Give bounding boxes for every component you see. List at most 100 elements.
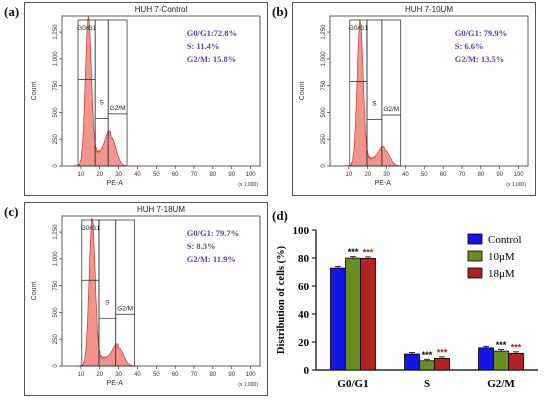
x-tick-label: 60 xyxy=(440,172,447,178)
x-tick-label: 10 xyxy=(78,172,85,178)
legend-label: 18μM xyxy=(488,268,515,280)
x-tick-label: 30 xyxy=(115,372,122,378)
y-tick-label: 1,250 xyxy=(321,24,327,40)
significance-marker: *** xyxy=(363,247,374,257)
bar xyxy=(478,347,494,371)
histogram-panel-a: HUH 7-Control 0 250 500 750 1,000 1,250 Count 10… xyxy=(24,2,268,196)
x-scale-note: (x 1,000) xyxy=(238,182,258,188)
y-tick-label: 80 xyxy=(298,253,310,265)
x-tick-label: 90 xyxy=(228,172,235,178)
phase-stat: G2/M: 13.5% xyxy=(455,54,505,64)
phase-stat: S: 11.4% xyxy=(187,41,220,51)
gate-g2m xyxy=(115,219,135,367)
histogram-title: HUH 7-Control xyxy=(135,5,188,14)
gate-label-s: S xyxy=(100,99,105,106)
x-axis-label: PE-A xyxy=(107,180,124,187)
y-tick-label: 500 xyxy=(53,107,59,118)
x-tick-label: 10 xyxy=(346,172,353,178)
x-tick-label: 90 xyxy=(228,372,235,378)
y-tick-label: 0 xyxy=(53,164,59,168)
x-tick-label: 70 xyxy=(191,372,198,378)
y-tick-label: 250 xyxy=(53,134,59,145)
y-tick-label: 100 xyxy=(293,225,310,237)
x-tick-label: 100 xyxy=(514,172,525,178)
panel-label-c: (c) xyxy=(4,204,19,219)
legend-label: 10μM xyxy=(488,251,515,263)
y-tick-label: 1,000 xyxy=(53,51,59,67)
y-tick-label: 750 xyxy=(321,80,327,91)
phase-stat: G2/M: 15.8% xyxy=(187,54,237,64)
y-tick-label: 60 xyxy=(298,281,310,293)
histogram-curve xyxy=(72,15,138,167)
histogram-panel-c: HUH 7-18UM 0 250 500 750 1,000 1,250 Count 10 20 3… xyxy=(24,202,268,396)
x-tick-label: 70 xyxy=(459,172,466,178)
y-tick-label: 0 xyxy=(53,364,59,368)
x-tick-label: 70 xyxy=(191,172,198,178)
panel-label-d: (d) xyxy=(272,208,288,223)
x-tick-label: 40 xyxy=(402,172,409,178)
x-axis-label: PE-A xyxy=(375,180,392,187)
y-tick-label: 1,250 xyxy=(53,224,59,240)
x-tick-label: 60 xyxy=(172,172,179,178)
x-tick-label: S xyxy=(424,378,430,390)
y-tick-label: 1,000 xyxy=(321,51,327,67)
bar xyxy=(508,352,524,371)
y-tick-label: 750 xyxy=(53,280,59,291)
phase-stat: S: 6.6% xyxy=(455,41,484,51)
x-tick-label: 50 xyxy=(153,172,160,178)
x-scale-note: (x 1,000) xyxy=(506,182,526,188)
panel-label-a: (a) xyxy=(4,4,20,19)
y-tick-label: 500 xyxy=(321,107,327,118)
y-tick-label: 250 xyxy=(53,334,59,345)
phase-stat: G0/G1:72.8% xyxy=(187,28,237,38)
y-axis-label: Distribution of cells (%) xyxy=(276,245,287,354)
significance-marker: *** xyxy=(511,342,522,352)
y-tick-label: 1,250 xyxy=(53,24,59,40)
x-tick-label: 100 xyxy=(246,372,257,378)
gate-label-g2m: G2/M xyxy=(383,106,399,113)
histogram-title: HUH 7-10UM xyxy=(405,5,453,14)
x-tick-label: 80 xyxy=(210,372,217,378)
bar xyxy=(345,257,361,371)
y-tick-label: 40 xyxy=(298,309,310,321)
gate-label-s: S xyxy=(105,300,110,307)
bar xyxy=(330,267,346,371)
histogram-curve xyxy=(73,217,138,367)
significance-marker: *** xyxy=(348,247,359,257)
x-tick-label: 30 xyxy=(383,172,390,178)
y-tick-label: 250 xyxy=(321,134,327,145)
y-tick-label: 1,000 xyxy=(53,251,59,267)
gate-label-g2m: G2/M xyxy=(117,305,133,312)
x-tick-label: 40 xyxy=(134,372,141,378)
significance-marker: *** xyxy=(496,340,507,350)
x-tick-label: 90 xyxy=(496,172,503,178)
y-axis-label: Count xyxy=(31,282,38,301)
y-axis-label: Count xyxy=(31,82,38,101)
x-tick-label: 20 xyxy=(364,172,371,178)
gate-label-g2m: G2/M xyxy=(110,105,126,112)
gate-label-g0g1: G0/G1 xyxy=(81,225,101,232)
bar xyxy=(360,258,376,371)
y-tick-label: 0 xyxy=(321,164,327,168)
gate-label-s: S xyxy=(372,100,377,107)
x-tick-label: 20 xyxy=(96,372,103,378)
bar xyxy=(404,353,420,371)
gate-label-g0g1: G0/G1 xyxy=(77,25,97,32)
y-tick-label: 20 xyxy=(298,337,310,349)
panel-label-b: (b) xyxy=(272,4,288,19)
y-tick-label: 500 xyxy=(53,307,59,318)
phase-stat: G2/M: 11.9% xyxy=(187,254,236,264)
y-axis-label: Count xyxy=(299,82,306,101)
histogram-svg: HUH 7-Control 0 250 500 750 1,000 1,250 Count 10… xyxy=(24,2,268,196)
x-tick-label: G0/G1 xyxy=(337,378,368,390)
bar xyxy=(434,357,450,371)
histogram-panel-b: HUH 7-10UM 0 250 500 750 1,000 1,250 Count 10 20 3… xyxy=(292,2,536,196)
x-tick-label: 50 xyxy=(421,172,428,178)
histogram-title: HUH 7-18UM xyxy=(137,205,185,214)
histogram-curve xyxy=(341,20,406,167)
histogram-svg: HUH 7-10UM 0 250 500 750 1,000 1,250 Count 10 20 3… xyxy=(292,2,536,196)
significance-marker: *** xyxy=(422,350,433,360)
significance-marker: *** xyxy=(437,347,448,357)
x-tick-label: 10 xyxy=(78,372,85,378)
x-tick-label: 40 xyxy=(134,172,141,178)
